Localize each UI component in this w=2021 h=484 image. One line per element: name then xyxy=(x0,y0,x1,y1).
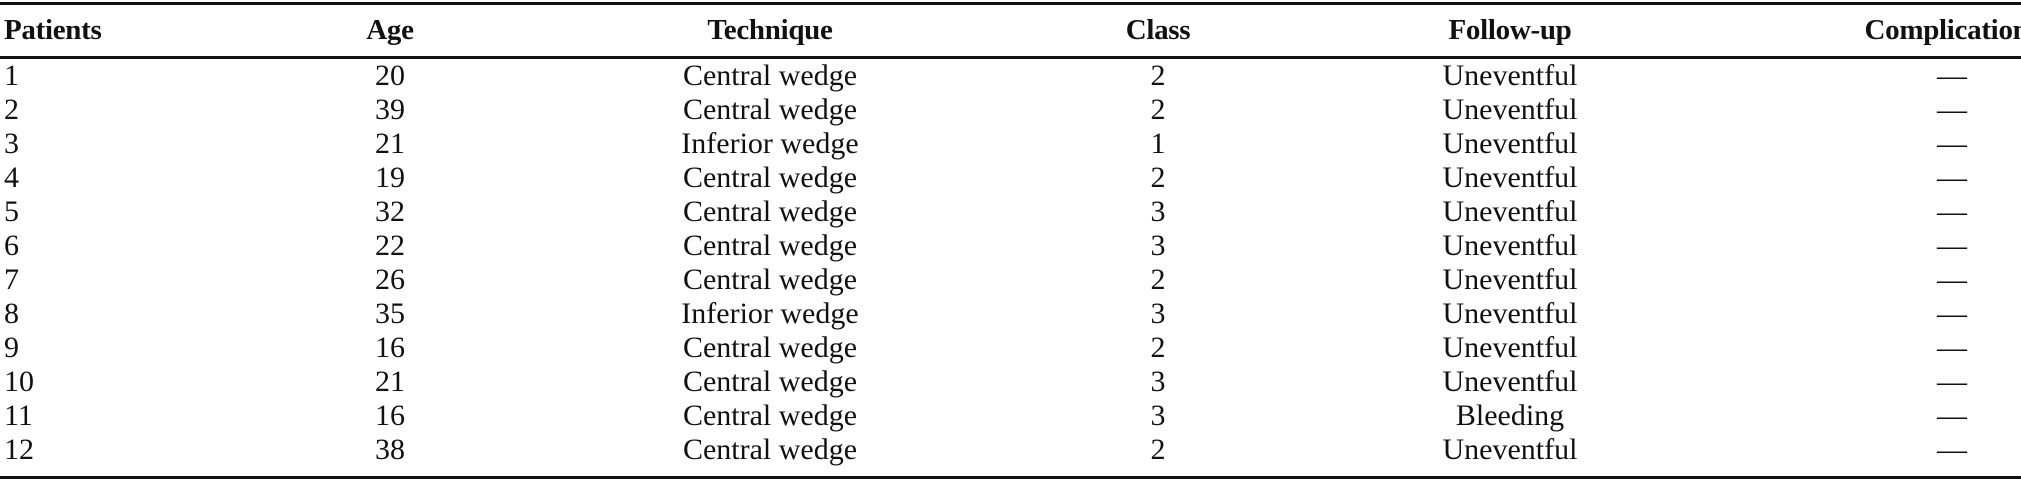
cell-class: 2 xyxy=(1150,263,1166,296)
header-complications: Complications xyxy=(1864,14,2021,46)
table-row: 12 38 Central wedge 2 Uneventful — xyxy=(0,433,2021,467)
cell-follow-up: Uneventful xyxy=(1442,229,1578,262)
header-patients: Patients xyxy=(4,14,102,46)
table-top-rule xyxy=(0,2,2021,5)
cell-technique: Central wedge xyxy=(682,59,858,92)
table-row: 11 16 Central wedge 3 Bleeding — xyxy=(0,399,2021,433)
cell-complication: — xyxy=(1937,263,1967,296)
cell-technique: Central wedge xyxy=(682,365,858,398)
cell-complication: — xyxy=(1937,399,1967,432)
cell-follow-up: Bleeding xyxy=(1455,399,1565,432)
cell-technique: Central wedge xyxy=(682,331,858,364)
cell-age: 22 xyxy=(375,229,405,262)
patients-table: Patients Age Technique Class Follow-up C… xyxy=(0,5,2021,467)
cell-complication: — xyxy=(1937,127,1967,160)
cell-patient: 9 xyxy=(4,331,19,364)
header-age: Age xyxy=(366,14,414,46)
cell-class: 3 xyxy=(1150,365,1166,398)
cell-technique: Inferior wedge xyxy=(681,297,859,330)
table-header-row: Patients Age Technique Class Follow-up C… xyxy=(0,5,2021,56)
cell-patient: 5 xyxy=(4,195,19,228)
cell-age: 16 xyxy=(375,331,405,364)
cell-follow-up: Uneventful xyxy=(1442,195,1578,228)
cell-patient: 6 xyxy=(4,229,19,262)
cell-complication: — xyxy=(1937,229,1967,262)
cell-age: 35 xyxy=(375,297,405,330)
cell-patient: 2 xyxy=(4,93,19,126)
cell-complication: — xyxy=(1937,161,1967,194)
table-row: 5 32 Central wedge 3 Uneventful — xyxy=(0,195,2021,229)
table-row: 2 39 Central wedge 2 Uneventful — xyxy=(0,93,2021,127)
cell-age: 19 xyxy=(375,161,405,194)
table-row: 6 22 Central wedge 3 Uneventful — xyxy=(0,229,2021,263)
cell-age: 16 xyxy=(375,399,405,432)
cell-patient: 1 xyxy=(4,59,19,92)
cell-class: 1 xyxy=(1150,127,1166,160)
cell-patient: 3 xyxy=(4,127,19,160)
table-row: 1 20 Central wedge 2 Uneventful — xyxy=(0,59,2021,93)
cell-patient: 4 xyxy=(4,161,19,194)
cell-follow-up: Uneventful xyxy=(1442,365,1578,398)
cell-technique: Central wedge xyxy=(682,229,858,262)
table-header-rule xyxy=(0,56,2021,59)
cell-age: 38 xyxy=(375,433,405,466)
cell-class: 2 xyxy=(1150,161,1166,194)
cell-technique: Central wedge xyxy=(682,161,858,194)
cell-complication: — xyxy=(1937,331,1967,364)
cell-class: 3 xyxy=(1150,195,1166,228)
cell-follow-up: Uneventful xyxy=(1442,433,1578,466)
cell-follow-up: Uneventful xyxy=(1442,93,1578,126)
cell-age: 21 xyxy=(375,127,405,160)
cell-age: 21 xyxy=(375,365,405,398)
cell-patient: 8 xyxy=(4,297,19,330)
cell-complication: — xyxy=(1937,297,1967,330)
cell-patient: 10 xyxy=(4,365,34,398)
cell-technique: Central wedge xyxy=(682,195,858,228)
cell-follow-up: Uneventful xyxy=(1442,59,1578,92)
cell-patient: 7 xyxy=(4,263,19,296)
cell-class: 2 xyxy=(1150,331,1166,364)
cell-technique: Central wedge xyxy=(682,399,858,432)
cell-class: 2 xyxy=(1150,433,1166,466)
table-bottom-rule xyxy=(0,476,2021,479)
cell-complication: — xyxy=(1937,59,1967,92)
table-row: 4 19 Central wedge 2 Uneventful — xyxy=(0,161,2021,195)
cell-complication: — xyxy=(1937,195,1967,228)
cell-class: 3 xyxy=(1150,297,1166,330)
cell-class: 3 xyxy=(1150,229,1166,262)
cell-follow-up: Uneventful xyxy=(1442,263,1578,296)
cell-age: 32 xyxy=(375,195,405,228)
table-row: 3 21 Inferior wedge 1 Uneventful — xyxy=(0,127,2021,161)
table-row: 10 21 Central wedge 3 Uneventful — xyxy=(0,365,2021,399)
cell-complication: — xyxy=(1937,93,1967,126)
cell-patient: 12 xyxy=(4,433,34,466)
cell-age: 26 xyxy=(375,263,405,296)
cell-class: 3 xyxy=(1150,399,1166,432)
cell-follow-up: Uneventful xyxy=(1442,161,1578,194)
cell-complication: — xyxy=(1937,433,1967,466)
header-follow-up: Follow-up xyxy=(1448,14,1572,46)
cell-class: 2 xyxy=(1150,93,1166,126)
header-technique: Technique xyxy=(707,14,833,46)
cell-age: 39 xyxy=(375,93,405,126)
cell-follow-up: Uneventful xyxy=(1442,297,1578,330)
cell-technique: Central wedge xyxy=(682,263,858,296)
cell-follow-up: Uneventful xyxy=(1442,331,1578,364)
cell-technique: Inferior wedge xyxy=(681,127,859,160)
cell-age: 20 xyxy=(375,59,405,92)
cell-patient: 11 xyxy=(4,399,33,432)
cell-class: 2 xyxy=(1150,59,1166,92)
cell-follow-up: Uneventful xyxy=(1442,127,1578,160)
table-row: 7 26 Central wedge 2 Uneventful — xyxy=(0,263,2021,297)
cell-technique: Central wedge xyxy=(682,433,858,466)
table-row: 9 16 Central wedge 2 Uneventful — xyxy=(0,331,2021,365)
cell-complication: — xyxy=(1937,365,1967,398)
table-row: 8 35 Inferior wedge 3 Uneventful — xyxy=(0,297,2021,331)
cell-technique: Central wedge xyxy=(682,93,858,126)
header-class: Class xyxy=(1125,14,1191,46)
